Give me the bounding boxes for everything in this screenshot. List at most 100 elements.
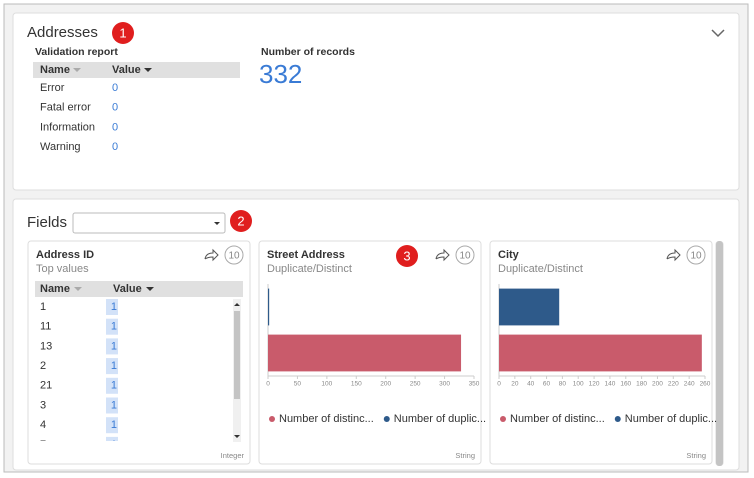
x-tick-label: 0 — [266, 381, 270, 388]
count: 10 — [690, 251, 702, 262]
share-icon[interactable] — [666, 248, 681, 262]
cell: 1 — [40, 301, 46, 313]
column-header[interactable]: Name — [40, 64, 70, 76]
badge — [230, 210, 252, 232]
card-title: City — [498, 249, 520, 261]
cell-value: 1 — [111, 419, 117, 431]
x-tick-label: 50 — [294, 381, 302, 388]
value-bar — [106, 436, 118, 441]
value-bar — [106, 397, 118, 414]
cell: 2 — [40, 360, 46, 372]
cell-value: 1 — [111, 340, 117, 352]
column-header[interactable]: Value — [113, 283, 142, 295]
cell-value: 1 — [111, 380, 117, 392]
cell-value[interactable]: 0 — [112, 82, 118, 94]
metric-label: Number of records — [261, 46, 355, 58]
x-tick-label: 300 — [439, 381, 450, 388]
x-tick-label: 260 — [700, 381, 711, 388]
x-tick-label: 80 — [559, 381, 567, 388]
badge — [112, 22, 134, 44]
scroll-thumb[interactable] — [234, 311, 240, 399]
cell-value: 1 — [111, 399, 117, 411]
panel-title: Fields — [27, 214, 67, 231]
sort-icon[interactable] — [146, 287, 154, 291]
count-ring — [686, 245, 706, 265]
cell-value: 1 — [111, 301, 117, 313]
x-tick-label: 140 — [604, 381, 615, 388]
x-tick-label: 350 — [469, 381, 480, 388]
cell-value[interactable]: 0 — [112, 141, 118, 153]
addresses-panel — [12, 12, 740, 191]
legend-label[interactable]: Number of duplic... — [625, 413, 717, 425]
x-tick-label: 40 — [527, 381, 535, 388]
x-tick-label: 20 — [511, 381, 519, 388]
section-label: Validation report — [35, 46, 118, 58]
column-header[interactable]: Name — [40, 283, 70, 295]
value-bar — [106, 338, 118, 355]
table-header — [33, 62, 240, 78]
collapse-chevron[interactable] — [711, 29, 725, 38]
x-tick-label: 240 — [684, 381, 695, 388]
sort-icon[interactable] — [144, 68, 152, 72]
share-icon[interactable] — [204, 248, 219, 262]
column-header[interactable]: Value — [112, 64, 141, 76]
cell: 13 — [40, 340, 52, 352]
cell: 21 — [40, 380, 52, 392]
badge — [396, 245, 418, 267]
scroll-thumb[interactable] — [716, 241, 723, 466]
sort-icon[interactable] — [73, 68, 81, 72]
cell-value: 1 — [111, 321, 117, 333]
x-tick-label: 200 — [380, 381, 391, 388]
table-header — [35, 281, 243, 297]
cell: 3 — [40, 399, 46, 411]
field-select[interactable] — [72, 212, 226, 234]
badge-label: 2 — [237, 213, 244, 228]
legend-label[interactable]: Number of distinc... — [510, 413, 605, 425]
value-bar — [106, 377, 118, 394]
x-tick-label: 180 — [636, 381, 647, 388]
badge-label: 3 — [403, 248, 410, 263]
legend-label[interactable]: Number of distinc... — [279, 413, 374, 425]
value-bar — [106, 318, 118, 335]
legend-label[interactable]: Number of duplic... — [394, 413, 486, 425]
type-label: String — [455, 451, 475, 460]
legend-swatch — [614, 416, 621, 422]
cell: 7 — [40, 439, 46, 451]
cell: 4 — [40, 419, 46, 431]
cell-value[interactable]: 0 — [112, 102, 118, 114]
bar — [268, 288, 270, 326]
count-ring — [455, 245, 475, 265]
share-icon[interactable] — [435, 248, 450, 262]
card-subtitle: Duplicate/Distinct — [267, 263, 352, 275]
value-bar — [106, 299, 118, 315]
card-title: Address ID — [36, 249, 94, 261]
x-tick-label: 250 — [410, 381, 421, 388]
cell-value[interactable]: 0 — [112, 121, 118, 133]
x-tick-label: 120 — [589, 381, 600, 388]
cell: Error — [40, 82, 65, 94]
sort-icon[interactable] — [74, 287, 82, 291]
bar — [268, 334, 462, 372]
cell: Information — [40, 121, 95, 133]
x-tick-label: 150 — [351, 381, 362, 388]
count-ring — [224, 245, 244, 265]
type-label: String — [686, 451, 706, 460]
legend-swatch — [383, 416, 390, 422]
value-bar — [106, 358, 118, 375]
select-caret[interactable] — [214, 222, 220, 225]
panel-title: Addresses — [27, 24, 98, 41]
x-tick-label: 200 — [652, 381, 663, 388]
bar — [499, 334, 702, 372]
card-subtitle: Top values — [36, 263, 89, 275]
x-tick-label: 60 — [543, 381, 551, 388]
card-title: Street Address — [267, 249, 345, 261]
metric-value: 332 — [259, 59, 302, 89]
card-subtitle: Duplicate/Distinct — [498, 263, 583, 275]
legend-swatch — [269, 416, 275, 422]
x-tick-label: 160 — [620, 381, 631, 388]
cell-value: 1 — [111, 439, 117, 451]
value-bar — [106, 417, 118, 434]
bar — [499, 288, 560, 326]
x-tick-label: 100 — [321, 381, 332, 388]
